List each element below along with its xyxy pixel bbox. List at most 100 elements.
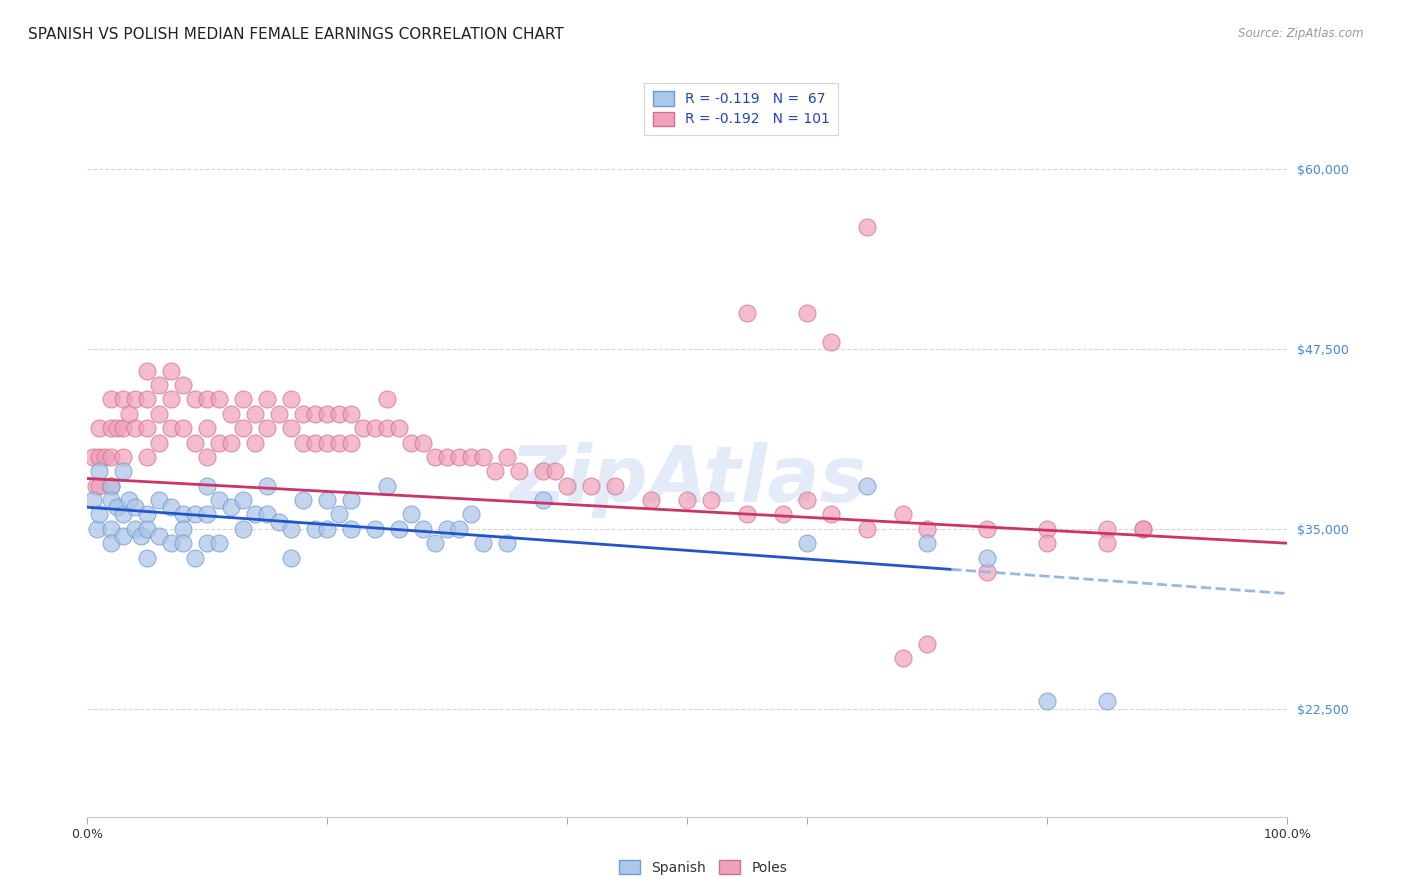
Point: [735, 508, 758, 522]
Point: [304, 407, 326, 421]
Point: [581, 478, 603, 492]
Point: [449, 450, 471, 464]
Point: [328, 508, 350, 522]
Point: [340, 493, 363, 508]
Point: [375, 421, 398, 435]
Point: [472, 450, 495, 464]
Point: [232, 421, 254, 435]
Point: [100, 522, 122, 536]
Point: [112, 464, 135, 478]
Point: [340, 407, 363, 421]
Point: [160, 536, 183, 550]
Point: [484, 464, 506, 478]
Point: [195, 421, 218, 435]
Point: [915, 637, 938, 651]
Point: [82, 450, 104, 464]
Point: [496, 450, 519, 464]
Point: [100, 536, 122, 550]
Point: [1036, 522, 1059, 536]
Point: [1097, 536, 1119, 550]
Point: [340, 522, 363, 536]
Point: [508, 464, 530, 478]
Point: [172, 378, 194, 392]
Point: [328, 407, 350, 421]
Point: [891, 508, 914, 522]
Point: [399, 435, 422, 450]
Point: [640, 493, 662, 508]
Point: [195, 508, 218, 522]
Point: [531, 464, 554, 478]
Text: SPANISH VS POLISH MEDIAN FEMALE EARNINGS CORRELATION CHART: SPANISH VS POLISH MEDIAN FEMALE EARNINGS…: [28, 27, 564, 42]
Point: [316, 493, 339, 508]
Point: [472, 536, 495, 550]
Point: [399, 508, 422, 522]
Point: [280, 550, 302, 565]
Point: [449, 522, 471, 536]
Point: [124, 392, 146, 407]
Point: [148, 493, 170, 508]
Point: [891, 651, 914, 665]
Point: [245, 508, 267, 522]
Point: [256, 392, 278, 407]
Point: [160, 363, 183, 377]
Point: [148, 378, 170, 392]
Point: [89, 450, 111, 464]
Point: [1036, 536, 1059, 550]
Point: [89, 421, 111, 435]
Point: [425, 536, 447, 550]
Point: [195, 392, 218, 407]
Point: [1036, 694, 1059, 708]
Point: [375, 392, 398, 407]
Point: [124, 500, 146, 515]
Point: [100, 493, 122, 508]
Point: [94, 450, 117, 464]
Point: [605, 478, 627, 492]
Point: [100, 478, 122, 492]
Text: Source: ZipAtlas.com: Source: ZipAtlas.com: [1239, 27, 1364, 40]
Point: [129, 529, 152, 543]
Point: [436, 522, 458, 536]
Point: [412, 435, 434, 450]
Point: [160, 500, 183, 515]
Point: [316, 522, 339, 536]
Point: [256, 421, 278, 435]
Point: [292, 407, 315, 421]
Point: [976, 522, 998, 536]
Point: [148, 435, 170, 450]
Point: [112, 508, 135, 522]
Point: [269, 407, 291, 421]
Point: [245, 407, 267, 421]
Point: [136, 508, 159, 522]
Point: [304, 435, 326, 450]
Point: [160, 421, 183, 435]
Point: [136, 550, 159, 565]
Point: [388, 421, 411, 435]
Point: [208, 435, 231, 450]
Legend: R = -0.119   N =  67, R = -0.192   N = 101: R = -0.119 N = 67, R = -0.192 N = 101: [644, 83, 838, 135]
Point: [160, 392, 183, 407]
Point: [148, 407, 170, 421]
Point: [184, 550, 207, 565]
Point: [136, 363, 159, 377]
Point: [89, 464, 111, 478]
Point: [796, 306, 818, 320]
Point: [256, 478, 278, 492]
Point: [184, 392, 207, 407]
Point: [136, 392, 159, 407]
Point: [82, 493, 104, 508]
Point: [915, 522, 938, 536]
Legend: Spanish, Poles: Spanish, Poles: [613, 855, 793, 880]
Point: [219, 500, 242, 515]
Point: [1097, 522, 1119, 536]
Point: [195, 536, 218, 550]
Point: [1097, 694, 1119, 708]
Point: [364, 421, 387, 435]
Point: [544, 464, 567, 478]
Point: [195, 478, 218, 492]
Point: [89, 508, 111, 522]
Point: [112, 421, 135, 435]
Point: [112, 529, 135, 543]
Point: [915, 536, 938, 550]
Point: [436, 450, 458, 464]
Point: [100, 392, 122, 407]
